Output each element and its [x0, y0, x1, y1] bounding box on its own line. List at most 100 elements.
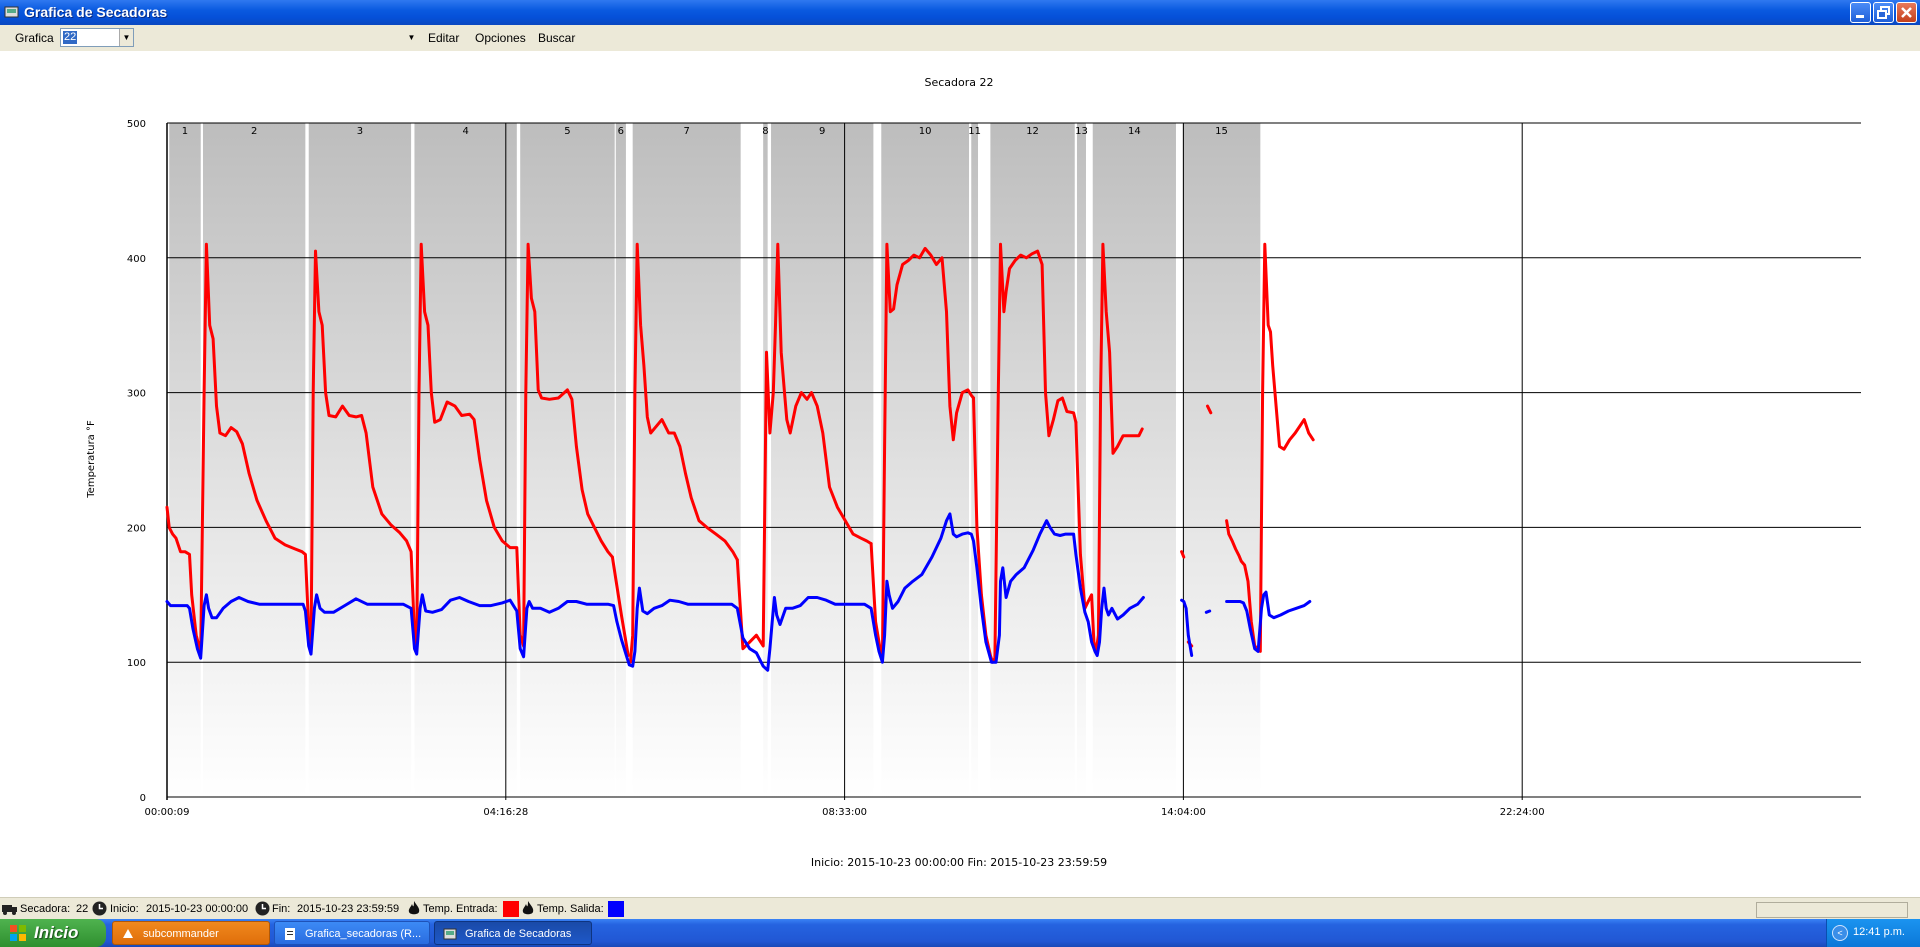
chevron-down-icon[interactable]: ▼ — [119, 29, 133, 46]
inicio-value: 2015-10-23 00:00:00 — [146, 903, 249, 915]
app-icon — [4, 6, 19, 18]
flame-icon — [522, 901, 534, 915]
temp-entrada-line — [1225, 519, 1260, 651]
y-tick-label: 100 — [127, 658, 146, 669]
close-button[interactable] — [1896, 2, 1917, 23]
y-tick-label: 500 — [127, 119, 146, 130]
temp-salida-label: Temp. Salida: — [537, 903, 604, 915]
cycle-band-6 — [615, 123, 626, 797]
restore-button[interactable] — [1873, 2, 1894, 23]
cycle-label: 7 — [683, 126, 689, 137]
task-label: Grafica_secadoras (R... — [305, 928, 422, 940]
start-label: Inicio — [34, 923, 79, 942]
cycle-band-9 — [771, 123, 874, 797]
y-tick-label: 400 — [127, 254, 146, 265]
cycle-label: 10 — [919, 126, 932, 137]
cycle-label: 5 — [564, 126, 570, 137]
temp-salida-line — [1225, 590, 1312, 653]
temp-salida-line — [165, 512, 1145, 672]
minimize-icon — [1856, 15, 1864, 18]
temp-entrada-line — [1074, 420, 1098, 653]
y-axis-label: Temperatura °F — [86, 420, 97, 499]
secadora-value: 22 — [76, 903, 89, 915]
temp-entrada-line — [1094, 242, 1144, 653]
x-tick-label: 04:16:28 — [483, 807, 528, 818]
y-tick-label: 300 — [127, 389, 146, 400]
cycle-label: 8 — [762, 126, 768, 137]
cycle-band-14 — [1092, 123, 1176, 797]
cycle-bands: 1 2 3 4 5 6 7 8 9 10 11 12 13 14 15 — [169, 123, 1261, 797]
cycle-band-4 — [414, 123, 517, 797]
x-tick-label: 00:00:09 — [145, 807, 190, 818]
app-icon — [443, 928, 457, 940]
menu-bar: Grafica 22 ▼ ▼ Editar Opciones Buscar — [0, 25, 1920, 51]
cycle-label: 9 — [819, 126, 825, 137]
secadora-label: Secadora: — [20, 903, 71, 915]
cycle-label: 13 — [1075, 126, 1088, 137]
cycle-label: 14 — [1128, 126, 1141, 137]
x-tick-label: 14:04:00 — [1161, 807, 1206, 818]
cycle-band-3 — [308, 123, 412, 797]
clock-icon — [255, 901, 270, 916]
temp-entrada-line — [165, 242, 614, 655]
subcommander-icon — [123, 929, 133, 938]
close-icon — [1901, 7, 1912, 18]
cycle-band-12 — [990, 123, 1075, 797]
cycle-label: 15 — [1215, 126, 1228, 137]
cycle-label: 6 — [618, 126, 624, 137]
temp-entrada-line — [1206, 404, 1213, 415]
x-tick-label: 22:24:00 — [1500, 807, 1545, 818]
fin-value: 2015-10-23 23:59:59 — [297, 903, 400, 915]
fin-label: Fin: — [272, 903, 291, 915]
menu-buscar[interactable]: Buscar — [538, 31, 576, 45]
cycle-band-1 — [169, 123, 201, 797]
windows-flag-icon — [10, 925, 26, 941]
cycle-label: 12 — [1026, 126, 1039, 137]
start-button[interactable]: Inicio — [0, 919, 106, 947]
minimize-button[interactable] — [1850, 2, 1871, 23]
task-label: Grafica de Secadoras — [465, 928, 572, 940]
cycle-band-5 — [520, 123, 615, 797]
temperature-chart: Secadora 22 1 2 3 4 5 6 7 8 9 10 11 12 13 14 15 010020… — [86, 76, 1861, 869]
title-bar: Grafica de Secadoras — [0, 0, 1920, 25]
cycle-band-10 — [881, 123, 970, 797]
inicio-label: Inicio: — [110, 903, 139, 915]
secondary-select[interactable]: ▼ — [136, 30, 418, 46]
cycle-label: 1 — [182, 126, 188, 137]
cycle-band-13 — [1076, 123, 1086, 797]
grafica-label: Grafica — [15, 31, 54, 45]
temp-entrada-line — [628, 242, 739, 664]
grid-lines — [166, 122, 1861, 800]
progress-bar — [1756, 902, 1908, 918]
series-lines — [165, 242, 1315, 672]
cycle-label: 2 — [251, 126, 257, 137]
restore-icon — [1877, 6, 1890, 19]
y-tick-label: 0 — [140, 793, 146, 804]
menu-editar[interactable]: Editar — [428, 31, 460, 45]
truck-icon — [2, 905, 17, 915]
chevron-left-icon[interactable]: < — [1832, 925, 1848, 941]
task-grafica-secadoras-doc[interactable]: Grafica_secadoras (R... — [274, 921, 430, 945]
cycle-label: 11 — [968, 126, 981, 137]
grafica-select[interactable]: 22 ▼ — [60, 28, 134, 47]
taskbar: Inicio subcommander Grafica_secadoras (R… — [0, 919, 1920, 947]
cycle-band-15 — [1182, 123, 1261, 797]
task-grafica-de-secadoras[interactable]: Grafica de Secadoras — [434, 921, 592, 945]
system-tray: < 12:41 p.m. — [1826, 919, 1920, 947]
cycle-band-7 — [632, 123, 741, 797]
temp-salida-line — [1180, 598, 1194, 657]
task-subcommander[interactable]: subcommander — [112, 921, 270, 945]
temp-entrada-line — [610, 555, 630, 657]
grafica-select-value: 22 — [63, 31, 78, 44]
window-title: Grafica de Secadoras — [24, 4, 168, 20]
flame-icon — [408, 901, 420, 915]
menu-opciones[interactable]: Opciones — [475, 31, 526, 45]
cycle-band-2 — [202, 123, 306, 797]
chart-footer: Inicio: 2015-10-23 00:00:00 Fin: 2015-10… — [811, 856, 1107, 869]
temp-entrada-line — [735, 242, 873, 651]
chevron-down-icon[interactable]: ▼ — [407, 33, 416, 42]
cycle-label: 4 — [462, 126, 468, 137]
temp-salida-swatch — [608, 901, 624, 917]
temp-entrada-line — [993, 242, 1078, 660]
temp-entrada-line — [1258, 242, 1315, 653]
